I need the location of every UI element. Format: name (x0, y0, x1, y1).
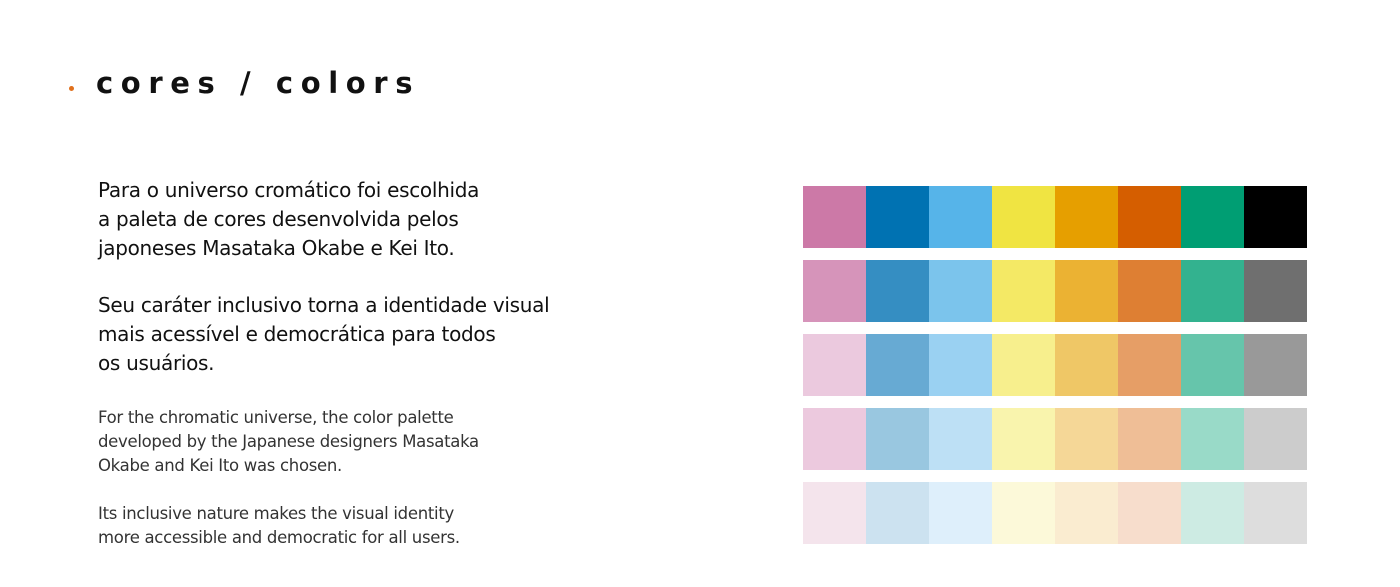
title-bullet-dot (69, 86, 74, 91)
palette-row (803, 408, 1307, 470)
color-swatch (929, 482, 992, 544)
color-swatch (1055, 260, 1118, 322)
palette-row (803, 260, 1307, 322)
color-swatch (1118, 408, 1181, 470)
color-swatch (803, 482, 866, 544)
color-swatch (992, 334, 1055, 396)
color-swatch (803, 186, 866, 248)
color-swatch (1055, 482, 1118, 544)
color-swatch (866, 260, 929, 322)
color-swatch (992, 408, 1055, 470)
color-swatch (1055, 408, 1118, 470)
color-swatch (1244, 334, 1307, 396)
color-swatch (1244, 482, 1307, 544)
color-swatch (1181, 408, 1244, 470)
color-swatch (929, 260, 992, 322)
color-swatch (1181, 482, 1244, 544)
color-swatch (929, 334, 992, 396)
english-paragraph-1: For the chromatic universe, the color pa… (98, 408, 479, 475)
color-swatch (1181, 334, 1244, 396)
page-title: cores / colors (96, 66, 421, 100)
palette-row (803, 186, 1307, 248)
color-swatch (1055, 186, 1118, 248)
color-swatch (929, 186, 992, 248)
color-palette-grid (803, 186, 1307, 556)
color-swatch (992, 186, 1055, 248)
color-swatch (866, 186, 929, 248)
color-swatch (1118, 334, 1181, 396)
color-swatch (992, 260, 1055, 322)
palette-row (803, 334, 1307, 396)
color-swatch (1118, 260, 1181, 322)
color-swatch (1244, 186, 1307, 248)
color-swatch (803, 260, 866, 322)
color-swatch (803, 408, 866, 470)
color-swatch (866, 334, 929, 396)
color-swatch (992, 482, 1055, 544)
color-swatch (1118, 482, 1181, 544)
color-swatch (803, 334, 866, 396)
color-swatch (1244, 408, 1307, 470)
color-swatch (929, 408, 992, 470)
color-swatch (1244, 260, 1307, 322)
color-swatch (1055, 334, 1118, 396)
portuguese-paragraph-1: Para o universo cromático foi escolhida … (98, 178, 480, 260)
color-swatch (1118, 186, 1181, 248)
english-paragraph-2: Its inclusive nature makes the visual id… (98, 504, 460, 547)
color-swatch (1181, 260, 1244, 322)
palette-row (803, 482, 1307, 544)
color-swatch (866, 482, 929, 544)
portuguese-paragraph-2: Seu caráter inclusivo torna a identidade… (98, 293, 550, 375)
color-swatch (1181, 186, 1244, 248)
color-swatch (866, 408, 929, 470)
